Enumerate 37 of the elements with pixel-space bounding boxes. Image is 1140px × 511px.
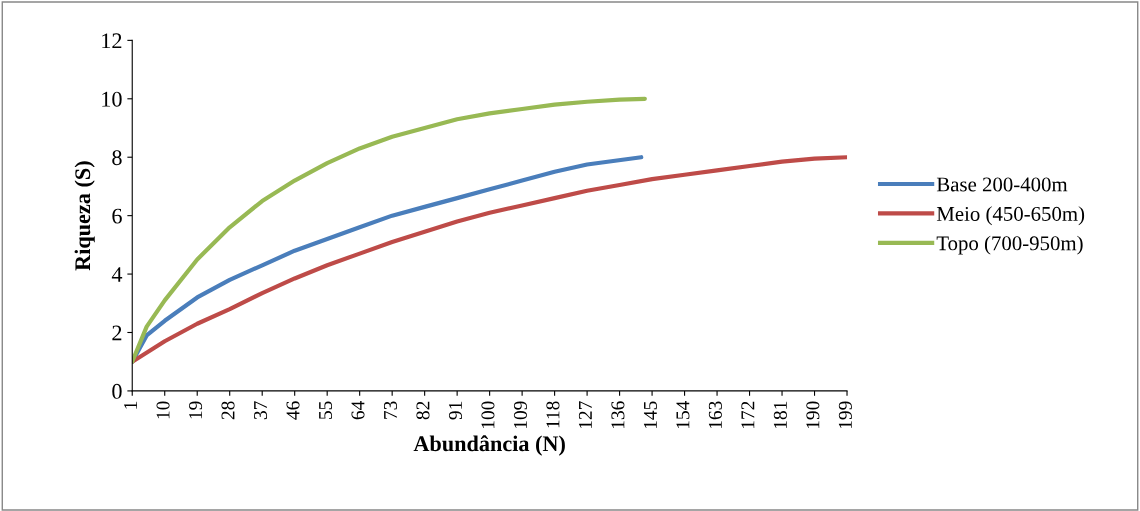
y-tick-label: 12 — [102, 33, 122, 49]
x-tick-label: 127 — [578, 401, 592, 429]
x-tick-label: 100 — [481, 401, 495, 429]
x-tick-label: 199 — [838, 401, 852, 429]
line-series — [132, 96, 647, 364]
x-tick-label: 172 — [741, 401, 755, 429]
line-series — [132, 155, 848, 364]
y-tick-label: 6 — [112, 208, 122, 224]
x-tick-label: 82 — [416, 401, 430, 420]
x-tick-label: 109 — [513, 401, 527, 429]
y-tick-label: 10 — [102, 91, 122, 107]
y-tick-label: 8 — [112, 150, 122, 166]
x-tick-label: 55 — [319, 401, 333, 419]
x-tick-label: 46 — [286, 401, 300, 420]
x-tick-label: 28 — [221, 401, 235, 420]
x-tick-label: 154 — [676, 400, 690, 429]
x-tick-label: 10 — [156, 401, 170, 419]
x-tick-label: 73 — [383, 401, 398, 419]
x-axis-title: Abundância (N) — [413, 435, 565, 456]
x-tick-label: 181 — [773, 401, 787, 429]
x-tick-label: 19 — [189, 401, 203, 419]
x-tick-label: 145 — [643, 401, 657, 429]
y-tick-label: 4 — [111, 267, 123, 282]
x-tick-label: 118 — [546, 401, 560, 428]
legend-label: Topo (700-950m) — [936, 235, 1083, 255]
x-tick-label: 91 — [448, 401, 463, 420]
x-tick-label: 163 — [708, 401, 722, 429]
x-tick-label: 1 — [124, 401, 137, 409]
legend-label: Base 200-400m — [936, 177, 1068, 192]
y-axis-title: Riqueza (S) — [74, 161, 95, 271]
x-tick-label: 64 — [351, 400, 365, 420]
x-tick-label: 37 — [254, 401, 268, 420]
y-tick-label: 2 — [112, 325, 122, 341]
x-tick-label: 136 — [611, 401, 625, 429]
legend-label: Meio (450-650m) — [936, 206, 1085, 226]
y-tick-label: 0 — [112, 383, 122, 399]
x-tick-label: 190 — [806, 401, 820, 429]
